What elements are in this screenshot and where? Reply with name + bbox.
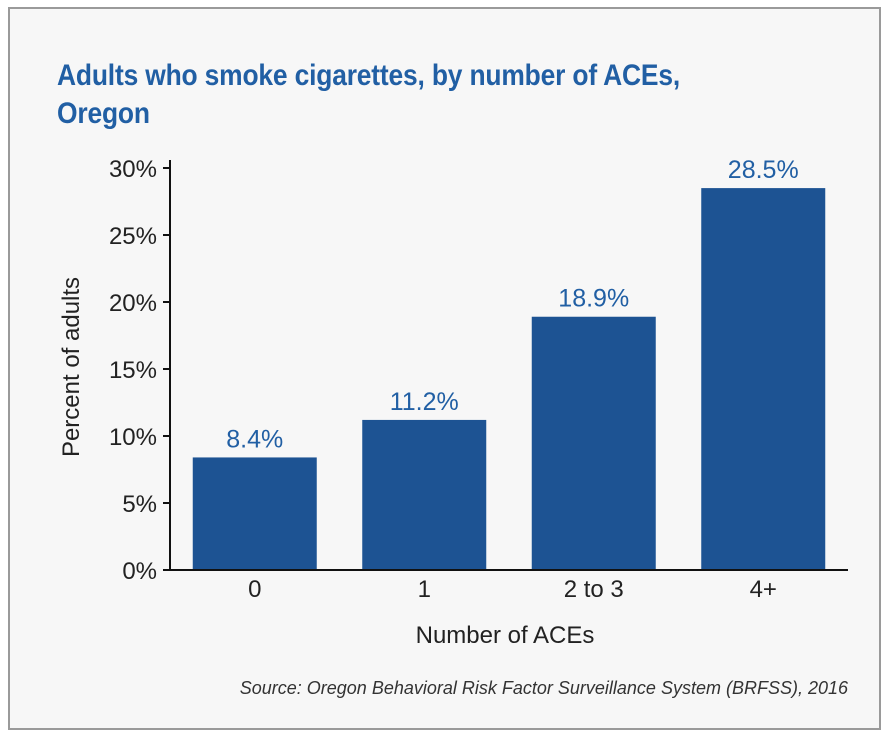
y-tick-label: 15% xyxy=(109,357,157,384)
bars: 8.4% 11.2% 18.9% 28.5% xyxy=(192,156,826,570)
y-tick-label: 5% xyxy=(122,491,157,518)
bar-value-label: 18.9% xyxy=(558,285,629,313)
x-axis: 0 1 2 to 3 4+ xyxy=(170,569,848,603)
x-tick-label: 1 xyxy=(418,576,431,603)
y-tick-label: 10% xyxy=(109,424,157,451)
x-tick-label: 2 to 3 xyxy=(564,576,624,603)
bar xyxy=(531,316,656,570)
x-tick-label: 0 xyxy=(248,576,261,603)
y-axis-label: Percent of adults xyxy=(58,277,85,457)
y-tick-label: 0% xyxy=(122,558,157,585)
source-note: Source: Oregon Behavioral Risk Factor Su… xyxy=(239,678,848,698)
y-tick-label: 20% xyxy=(109,290,157,317)
x-axis-label: Number of ACEs xyxy=(416,622,595,649)
y-tick-label: 30% xyxy=(109,156,157,183)
bar xyxy=(192,457,317,570)
bar-value-label: 28.5% xyxy=(728,156,799,184)
chart-title: Adults who smoke cigarettes, by number o… xyxy=(57,59,681,130)
bar-value-label: 11.2% xyxy=(390,388,459,416)
y-tick-label: 25% xyxy=(109,223,157,250)
bar xyxy=(362,419,487,570)
bar-value-label: 8.4% xyxy=(226,425,283,453)
x-tick-label: 4+ xyxy=(750,576,777,603)
y-axis: 0% 5% 10% 15% 20% 25% 30% xyxy=(109,156,171,585)
bar xyxy=(701,188,826,570)
